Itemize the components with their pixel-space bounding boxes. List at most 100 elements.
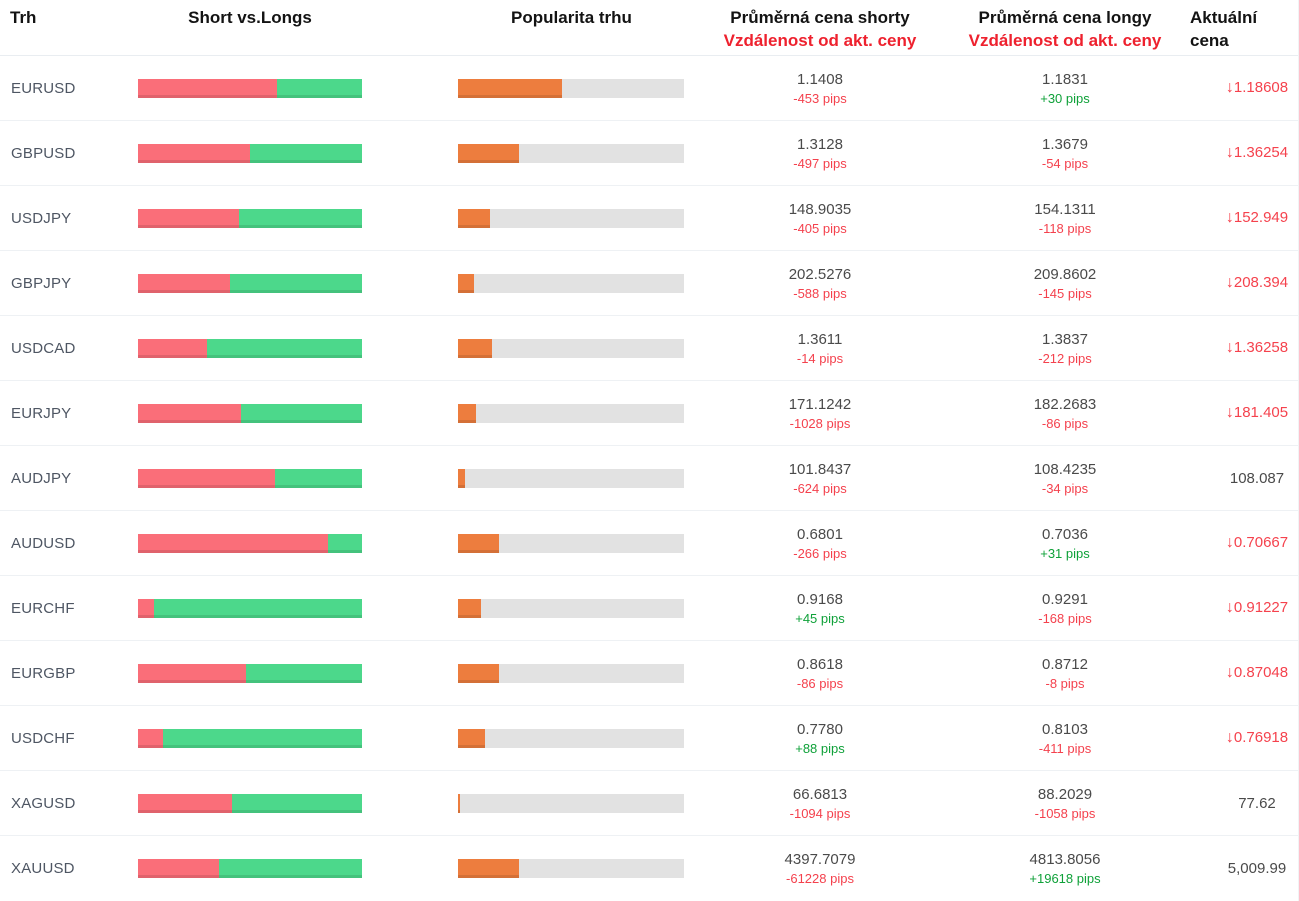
- avg-long-pips: -168 pips: [1038, 610, 1092, 626]
- avg-long-cell: 209.8602 -145 pips: [955, 266, 1175, 301]
- popularity-bar: [458, 663, 684, 683]
- avg-short-cell: 0.9168 +45 pips: [685, 591, 955, 626]
- table-row[interactable]: EURJPY 171.1242 -1028 pips 182.2683 -86 …: [0, 381, 1298, 446]
- avg-short-cell: 0.8618 -86 pips: [685, 656, 955, 691]
- table-row[interactable]: EURCHF 0.9168 +45 pips 0.9291 -168 pips …: [0, 576, 1298, 641]
- avg-long-cell: 154.1311 -118 pips: [955, 201, 1175, 236]
- avg-long-cell: 1.1831 +30 pips: [955, 71, 1175, 106]
- longs-segment: [218, 859, 362, 878]
- actual-price: 152.949: [1233, 209, 1289, 226]
- longs-segment: [274, 468, 362, 488]
- market-symbol: USDCHF: [11, 729, 75, 747]
- avg-short-price: 4397.7079: [784, 851, 856, 868]
- short-long-bar: [138, 208, 362, 228]
- short-long-bar: [138, 338, 362, 358]
- shorts-segment: [138, 533, 329, 553]
- shorts-segment: [138, 78, 277, 98]
- actual-price: 77.62: [1238, 794, 1276, 812]
- avg-short-cell: 0.7780 +88 pips: [685, 721, 955, 756]
- table-row[interactable]: EURUSD 1.1408 -453 pips 1.1831 +30 pips …: [0, 56, 1298, 121]
- avg-short-pips: +88 pips: [795, 740, 845, 756]
- market-symbol: AUDUSD: [11, 534, 76, 552]
- column-header-avg-long: Průměrná cena longy Vzdálenost od akt. c…: [955, 7, 1175, 53]
- avg-short-cell: 1.1408 -453 pips: [685, 71, 955, 106]
- avg-short-cell: 171.1242 -1028 pips: [685, 396, 955, 431]
- short-long-bar: [138, 663, 362, 683]
- popularity-fill: [458, 403, 477, 423]
- actual-price-cell: ↓1.36254: [1175, 144, 1298, 162]
- avg-long-cell: 88.2029 -1058 pips: [955, 786, 1175, 821]
- avg-long-pips: -145 pips: [1038, 285, 1092, 301]
- down-arrow-icon: ↓: [1225, 209, 1234, 226]
- short-long-bar: [138, 143, 362, 163]
- table-row[interactable]: XAUUSD 4397.7079 -61228 pips 4813.8056 +…: [0, 836, 1298, 901]
- avg-long-price: 88.2029: [1037, 785, 1093, 803]
- market-symbol: USDCAD: [11, 339, 76, 357]
- table-row[interactable]: USDCHF 0.7780 +88 pips 0.8103 -411 pips …: [0, 706, 1298, 771]
- table-row[interactable]: GBPUSD 1.3128 -497 pips 1.3679 -54 pips …: [0, 121, 1298, 186]
- avg-short-price: 1.3128: [797, 135, 843, 153]
- actual-price-cell: 108.087: [1175, 470, 1298, 487]
- column-header-popularity: Popularita trhu: [511, 8, 632, 27]
- popularity-fill: [458, 338, 492, 358]
- actual-price-cell: 5,009.99: [1175, 860, 1298, 877]
- avg-short-pips: -86 pips: [796, 675, 844, 691]
- longs-segment: [238, 208, 362, 228]
- avg-long-cell: 1.3837 -212 pips: [955, 331, 1175, 366]
- avg-short-price: 202.5276: [788, 265, 852, 283]
- short-long-bar: [138, 78, 362, 98]
- shorts-segment: [138, 338, 208, 358]
- table-row[interactable]: GBPJPY 202.5276 -588 pips 209.8602 -145 …: [0, 251, 1298, 316]
- longs-segment: [250, 143, 362, 163]
- table-row[interactable]: AUDJPY 101.8437 -624 pips 108.4235 -34 p…: [0, 446, 1298, 511]
- down-arrow-icon: ↓: [1225, 664, 1234, 681]
- popularity-bar: [458, 208, 684, 228]
- avg-short-pips: -497 pips: [793, 155, 847, 171]
- avg-short-price: 101.8437: [788, 460, 852, 478]
- popularity-bar: [458, 533, 684, 553]
- actual-price: 1.36254: [1233, 144, 1289, 161]
- market-symbol: EURGBP: [11, 664, 76, 682]
- avg-long-pips: -212 pips: [1038, 350, 1092, 366]
- market-symbol: GBPUSD: [11, 144, 76, 162]
- avg-long-price: 209.8602: [1033, 265, 1097, 283]
- shorts-segment: [138, 468, 275, 488]
- down-arrow-icon: ↓: [1225, 729, 1234, 746]
- popularity-fill: [458, 273, 474, 293]
- avg-long-pips: -54 pips: [1041, 155, 1089, 171]
- longs-segment: [229, 273, 362, 293]
- avg-short-pips: -61228 pips: [786, 871, 854, 886]
- avg-long-price: 4813.8056: [1029, 851, 1101, 868]
- table-row[interactable]: EURGBP 0.8618 -86 pips 0.8712 -8 pips ↓0…: [0, 641, 1298, 706]
- avg-long-pips: +31 pips: [1040, 545, 1090, 561]
- shorts-segment: [138, 273, 230, 293]
- longs-segment: [328, 533, 362, 553]
- table-row[interactable]: AUDUSD 0.6801 -266 pips 0.7036 +31 pips …: [0, 511, 1298, 576]
- column-header-market: Trh: [10, 8, 37, 27]
- table-row[interactable]: XAGUSD 66.6813 -1094 pips 88.2029 -1058 …: [0, 771, 1298, 836]
- shorts-segment: [138, 143, 250, 163]
- avg-short-pips: -266 pips: [793, 545, 847, 561]
- market-symbol: XAGUSD: [11, 794, 76, 812]
- actual-price: 0.87048: [1233, 664, 1289, 681]
- avg-short-pips: -453 pips: [793, 90, 847, 106]
- avg-short-price: 0.8618: [797, 655, 843, 673]
- short-long-bar: [138, 598, 362, 618]
- actual-price-cell: 77.62: [1175, 794, 1298, 812]
- avg-long-pips: -118 pips: [1038, 220, 1092, 236]
- avg-long-pips: -1058 pips: [1034, 805, 1096, 821]
- short-long-bar: [138, 533, 362, 553]
- popularity-fill: [458, 728, 486, 748]
- avg-long-price: 0.8712: [1042, 655, 1088, 673]
- shorts-segment: [138, 793, 233, 813]
- avg-long-price: 0.9291: [1042, 590, 1088, 608]
- down-arrow-icon: ↓: [1225, 534, 1234, 551]
- table-row[interactable]: USDJPY 148.9035 -405 pips 154.1311 -118 …: [0, 186, 1298, 251]
- actual-price: 0.91227: [1233, 599, 1289, 616]
- shorts-segment: [138, 728, 163, 748]
- avg-long-price: 1.1831: [1042, 70, 1088, 88]
- avg-short-cell: 101.8437 -624 pips: [685, 461, 955, 496]
- avg-short-price: 0.9168: [797, 590, 843, 608]
- popularity-bar: [458, 273, 684, 293]
- table-row[interactable]: USDCAD 1.3611 -14 pips 1.3837 -212 pips …: [0, 316, 1298, 381]
